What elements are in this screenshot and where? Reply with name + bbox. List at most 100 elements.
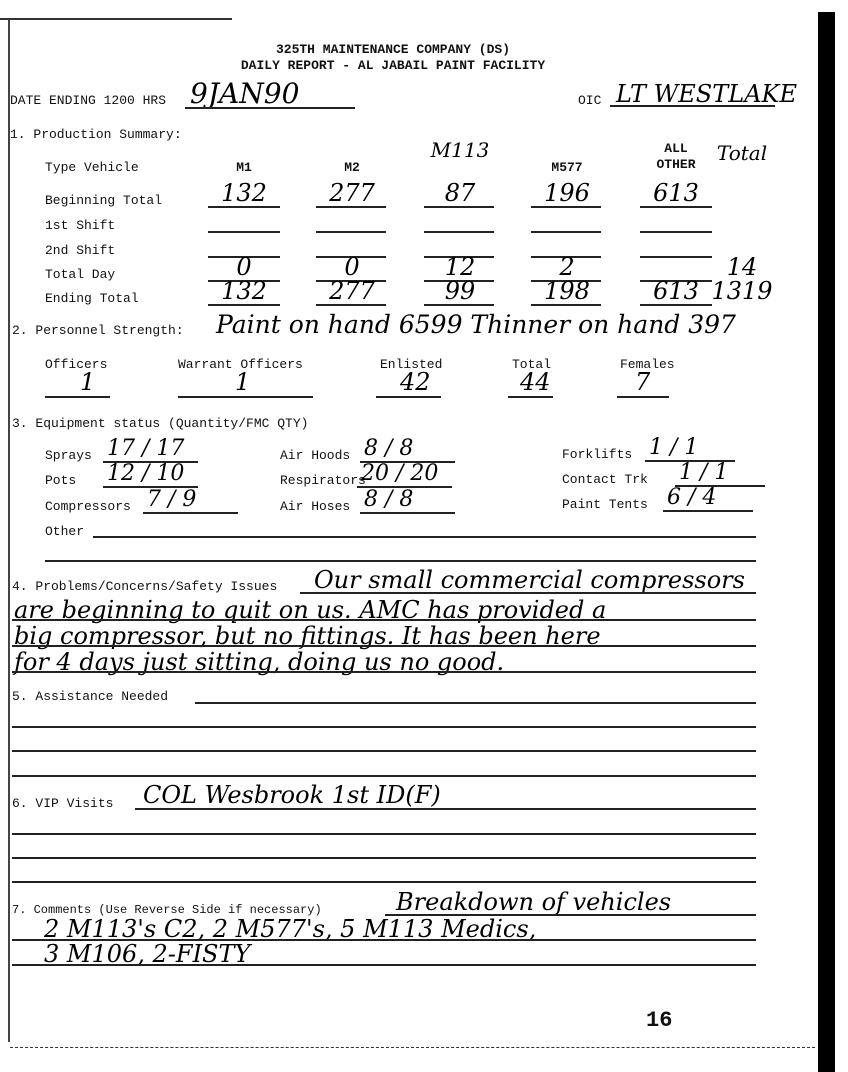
equipment-value: 1 / 1 xyxy=(649,435,699,460)
row-label: Ending Total xyxy=(45,291,139,306)
personnel-value: 1 xyxy=(80,368,96,396)
cell-line xyxy=(640,280,712,282)
header-line2: DAILY REPORT - AL JABAIL PAINT FACILITY xyxy=(240,58,546,73)
cell-line xyxy=(316,304,386,306)
equipment-label: Pots xyxy=(45,473,77,488)
equipment-line xyxy=(360,512,455,514)
cell-line xyxy=(640,304,712,306)
personnel-line xyxy=(45,396,110,398)
row-label: 1st Shift xyxy=(45,218,116,233)
personnel-value: 1 xyxy=(235,368,251,396)
page-number: 16 xyxy=(646,1008,673,1033)
personnel-note: Paint on hand 6599 Thinner on hand 397 xyxy=(216,310,736,339)
cell-line xyxy=(424,231,494,233)
cell-line xyxy=(208,231,280,233)
column-header: Total xyxy=(716,141,768,165)
cell-line xyxy=(531,304,601,306)
date-label: DATE ENDING 1200 HRS xyxy=(10,93,167,108)
top-border xyxy=(0,18,232,20)
equipment-line xyxy=(143,512,238,514)
comments-title: 7. Comments (Use Reverse Side if necessa… xyxy=(12,903,322,917)
equipment-label: Sprays xyxy=(45,448,92,463)
personnel-value: 44 xyxy=(520,368,551,396)
date-value: 9JAN90 xyxy=(190,77,300,110)
problems-title: 4. Problems/Concerns/Safety Issues xyxy=(12,579,278,594)
cell-line xyxy=(640,256,712,258)
personnel-label: Officers xyxy=(45,357,108,372)
personnel-value: 42 xyxy=(400,368,431,396)
table-cell: 0 xyxy=(344,253,360,281)
equipment-line xyxy=(675,485,765,487)
cell-line xyxy=(316,280,386,282)
equipment-title: 3. Equipment status (Quantity/FMC QTY) xyxy=(12,416,309,431)
table-cell: 277 xyxy=(329,179,375,207)
cell-line xyxy=(424,206,494,208)
table-cell: 99 xyxy=(444,277,476,305)
equipment-label: Air Hoses xyxy=(280,499,351,514)
equipment-label: Air Hoods xyxy=(280,448,351,463)
equipment-line xyxy=(103,461,198,463)
row-label: 2nd Shift xyxy=(45,243,116,258)
column-header: M2 xyxy=(344,160,360,175)
personnel-label: Total xyxy=(512,357,552,372)
cell-line xyxy=(208,280,280,282)
table-cell: 14 xyxy=(726,253,758,281)
personnel-line xyxy=(508,396,553,398)
cell-line xyxy=(424,256,494,258)
header-line1: 325TH MAINTENANCE COMPANY (DS) xyxy=(275,42,511,57)
personnel-label: Females xyxy=(620,357,675,372)
equipment-label: Forklifts xyxy=(562,447,633,462)
cell-line xyxy=(424,304,494,306)
table-cell: 132 xyxy=(221,277,267,305)
comments-line: 2 M113's C2, 2 M577's, 5 M113 Medics, xyxy=(44,915,537,943)
equipment-line xyxy=(103,486,198,488)
problems-line: big compressor, but no fittings. It has … xyxy=(14,622,601,650)
cell-line xyxy=(640,206,712,208)
personnel-title: 2. Personnel Strength: xyxy=(12,323,184,338)
oic-label: OIC xyxy=(578,93,602,108)
table-cell: 613 xyxy=(653,277,699,305)
cell-line xyxy=(316,206,386,208)
equipment-line xyxy=(360,461,455,463)
equipment-line xyxy=(357,486,452,488)
row-label: Total Day xyxy=(45,267,116,282)
equipment-label: Respirators xyxy=(280,473,366,488)
column-header: M577 xyxy=(551,160,583,175)
table-cell: 87 xyxy=(444,179,476,207)
cell-line xyxy=(208,206,280,208)
table-cell: 1319 xyxy=(711,277,773,305)
equipment-value: 8 / 8 xyxy=(364,436,414,461)
personnel-label: Enlisted xyxy=(380,357,443,372)
assistance-title: 5. Assistance Needed xyxy=(12,689,169,704)
row-label: Beginning Total xyxy=(45,193,163,208)
cell-line xyxy=(208,256,280,258)
column-header: ALL OTHER xyxy=(656,141,696,172)
equipment-line xyxy=(663,510,753,512)
scan-edge-bar xyxy=(818,12,835,1072)
column-header: M113 xyxy=(430,138,490,162)
personnel-label: Warrant Officers xyxy=(178,357,303,372)
production-title: 1. Production Summary: xyxy=(10,127,182,142)
personnel-value: 7 xyxy=(635,368,651,396)
personnel-line xyxy=(617,396,669,398)
problems-line: are beginning to quit on us. AMC has pro… xyxy=(14,596,607,624)
equipment-value: 17 / 17 xyxy=(107,436,185,461)
bottom-border xyxy=(10,1047,815,1048)
cell-line xyxy=(640,231,712,233)
equipment-line xyxy=(645,460,735,462)
type-vehicle-label: Type Vehicle xyxy=(45,160,139,175)
table-cell: 277 xyxy=(329,277,375,305)
equipment-value: 8 / 8 xyxy=(364,487,414,512)
table-cell: 198 xyxy=(544,277,590,305)
cell-line xyxy=(424,280,494,282)
personnel-line xyxy=(376,396,441,398)
cell-line xyxy=(531,206,601,208)
left-border xyxy=(8,20,10,1042)
comments-line: Breakdown of vehicles xyxy=(396,888,672,916)
vip-value: COL Wesbrook 1st ID(F) xyxy=(143,781,441,809)
cell-line xyxy=(208,304,280,306)
column-header: M1 xyxy=(236,160,252,175)
problems-line: Our small commercial compressors xyxy=(314,566,745,594)
equipment-value: 20 / 20 xyxy=(361,461,439,486)
